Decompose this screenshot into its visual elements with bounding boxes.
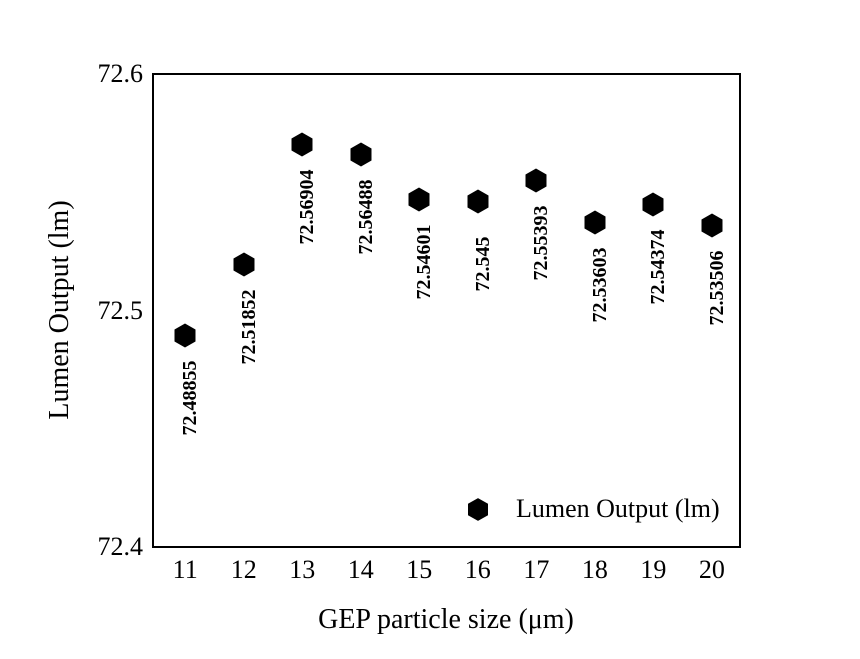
hexagon-marker-icon <box>584 210 606 240</box>
data-point-label: 72.54374 <box>647 229 670 305</box>
x-tick-label: 20 <box>698 555 725 584</box>
data-point-label: 72.48855 <box>179 360 202 436</box>
hexagon-marker-icon <box>701 213 723 242</box>
hexagon-marker-icon <box>642 192 664 222</box>
x-tick-label: 11 <box>172 555 198 584</box>
x-axis-title: GEP particle size (μm) <box>318 604 574 635</box>
data-point-label: 72.56904 <box>296 169 319 245</box>
data-point-label: 72.56488 <box>354 179 377 255</box>
data-point-label: 72.51852 <box>237 289 260 365</box>
hexagon-marker-icon <box>408 187 430 216</box>
data-point-label: 72.53506 <box>705 250 728 326</box>
hexagon-marker-icon <box>467 189 489 219</box>
y-axis-title: Lumen Output (lm) <box>44 200 75 420</box>
data-point-label: 72.54601 <box>413 224 436 300</box>
hexagon-marker-icon <box>291 132 313 162</box>
x-tick-label: 13 <box>289 555 316 584</box>
legend-label: Lumen Output (lm) <box>516 494 720 523</box>
x-tick-label: 14 <box>347 555 374 584</box>
y-tick-label: 72.6 <box>97 59 144 88</box>
x-tick-label: 15 <box>406 555 433 584</box>
hexagon-marker-icon <box>525 168 547 197</box>
hexagon-marker-icon <box>350 142 372 172</box>
y-tick-label: 72.5 <box>97 295 144 325</box>
x-tick-label: 12 <box>230 555 257 584</box>
data-point-label: 72.53603 <box>588 247 611 323</box>
x-tick-label: 17 <box>523 555 550 584</box>
x-tick-label: 16 <box>464 555 491 584</box>
data-point-label: 72.545 <box>471 236 494 292</box>
x-tick-label: 19 <box>640 555 667 584</box>
y-tick-label: 72.4 <box>97 532 144 561</box>
hexagon-marker-icon <box>468 497 488 521</box>
data-point-label: 72.55393 <box>530 205 553 281</box>
legend: Lumen Output (lm) <box>468 496 720 522</box>
x-tick-label: 18 <box>581 555 608 584</box>
hexagon-marker-icon <box>174 323 196 352</box>
plot-area <box>152 73 741 548</box>
hexagon-marker-icon <box>233 252 255 281</box>
